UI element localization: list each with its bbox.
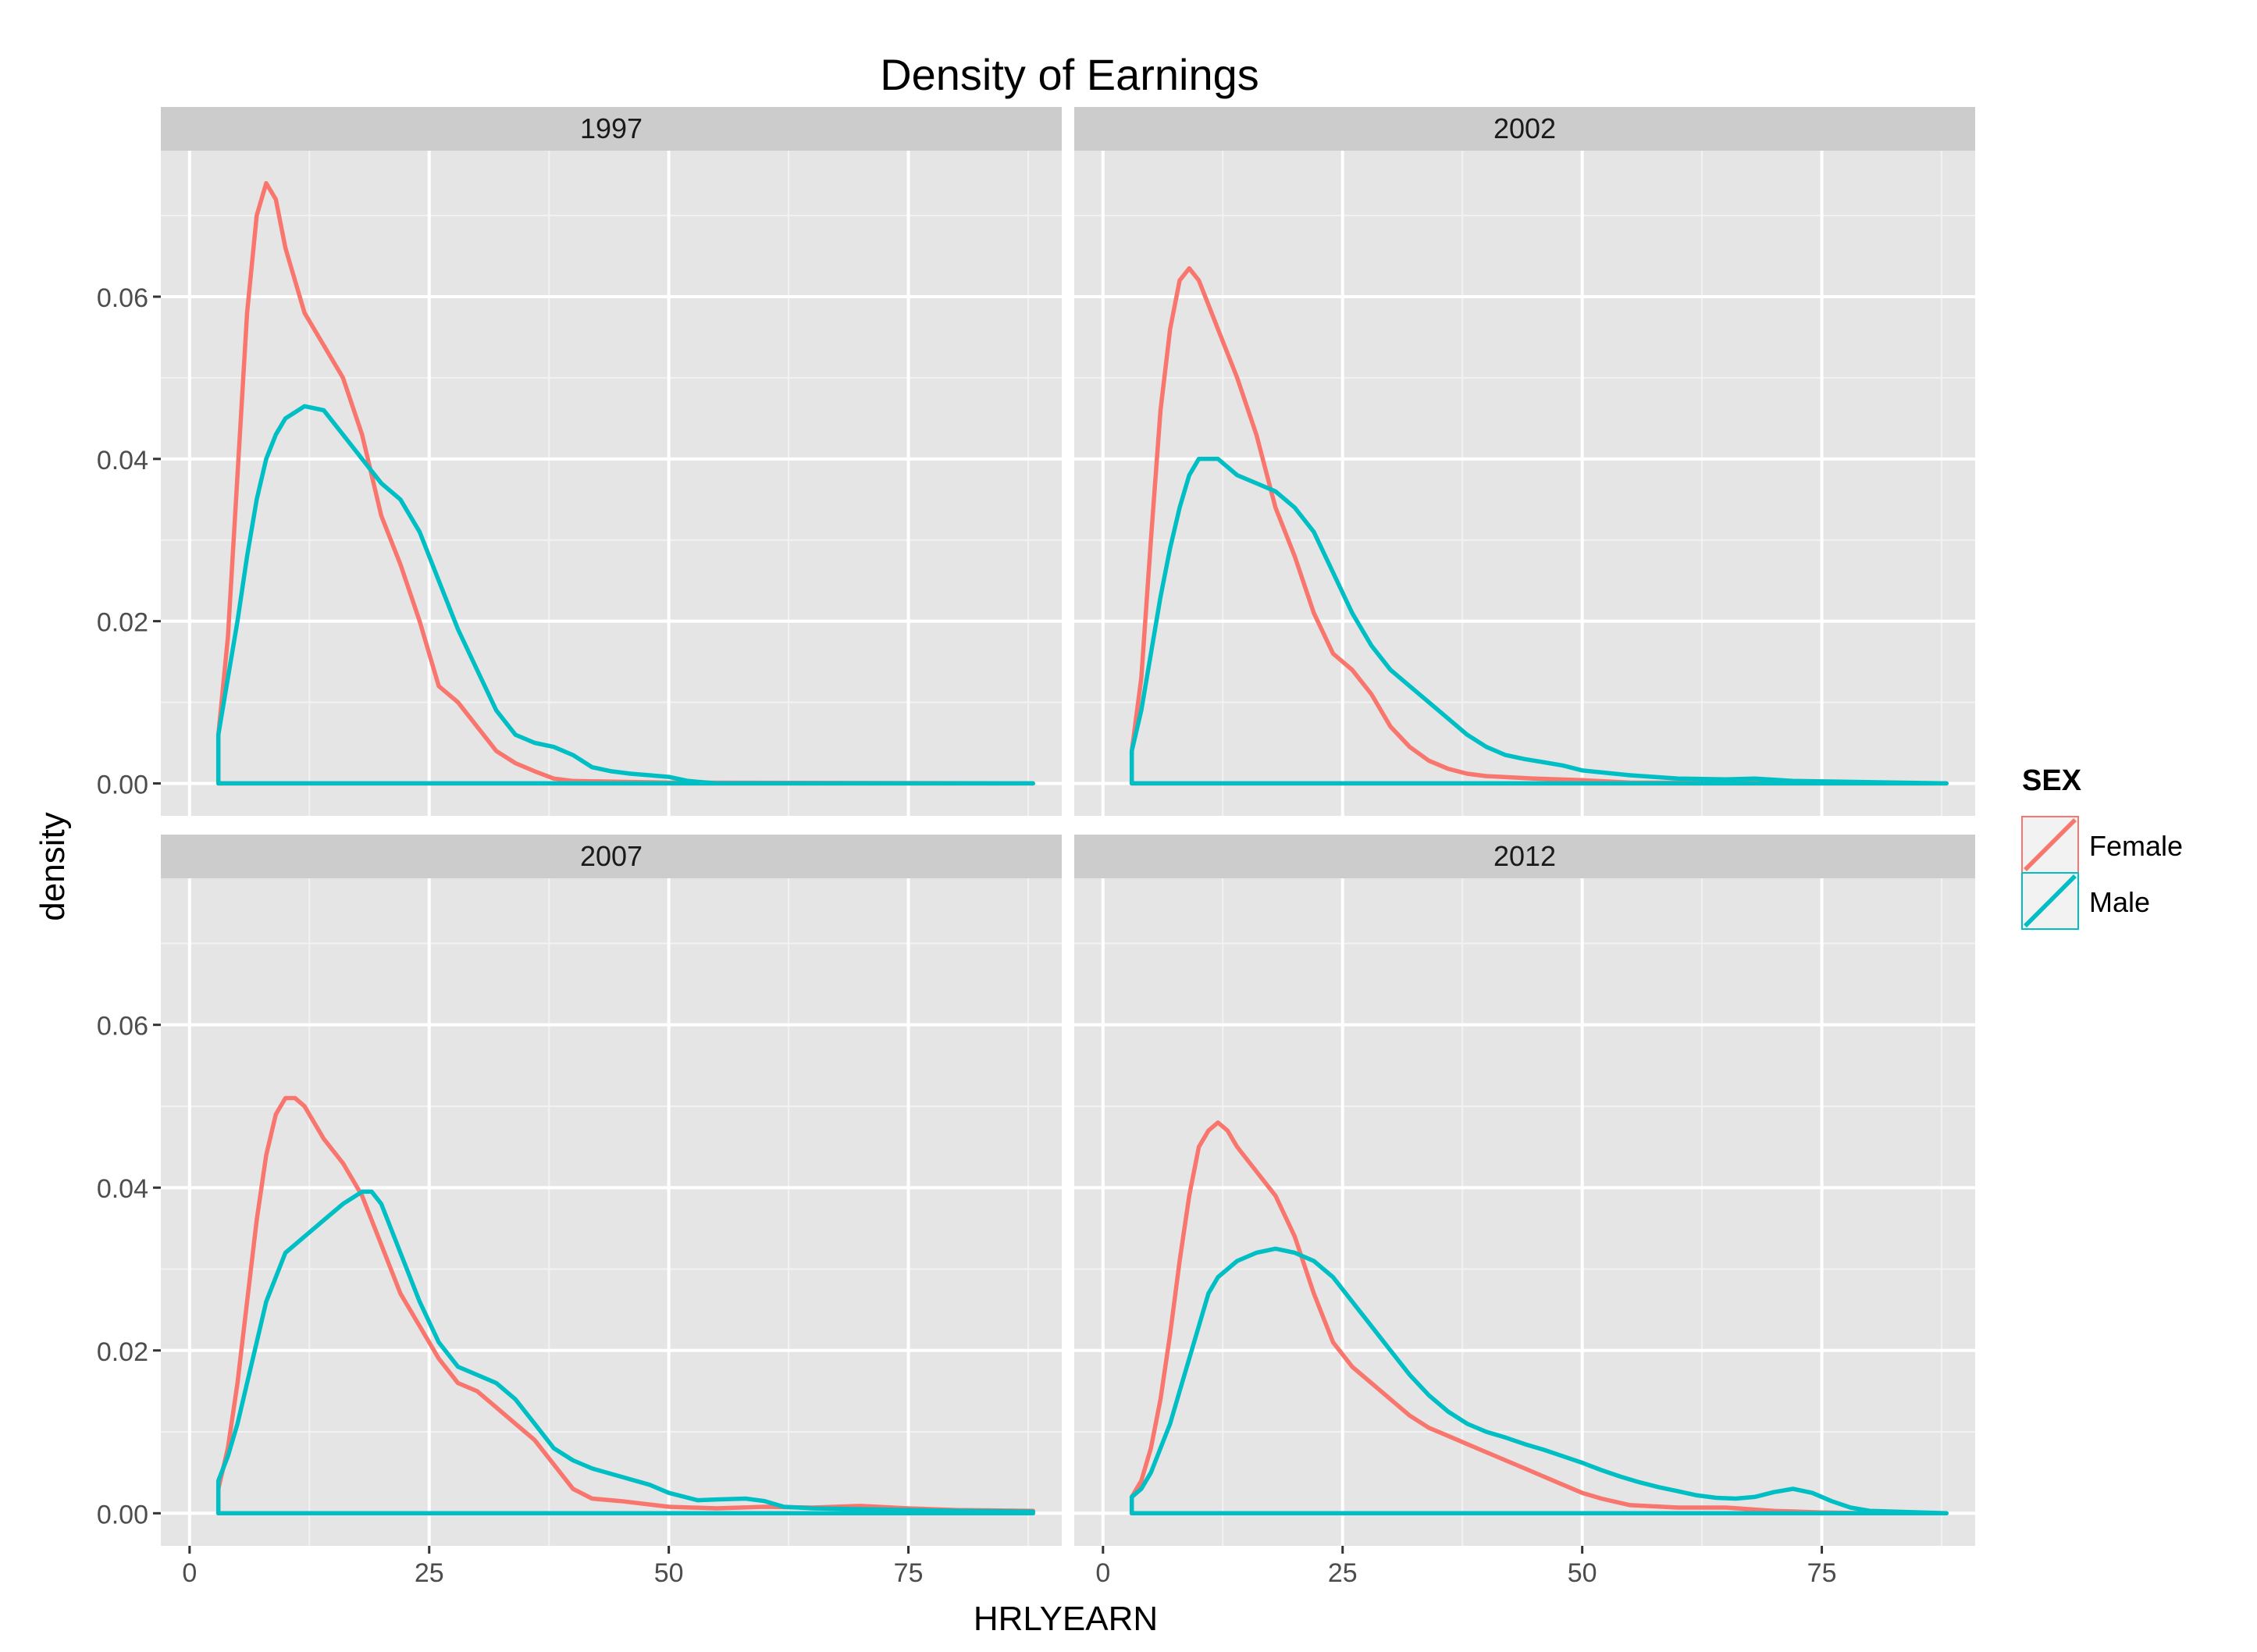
x-tick-label: 75 [1807,1558,1837,1588]
density-line-male [1129,457,1949,786]
legend-key-line [2024,874,2077,927]
legend-title: SEX [2022,764,2082,797]
y-tick-label: 0.04 [97,1174,148,1204]
panel-background [161,151,1062,816]
density-line-male [215,1189,1035,1516]
chart-title: Density of Earnings [880,50,1259,99]
facet-strip-label: 2002 [1493,112,1556,144]
density-line-female [1129,1120,1949,1516]
y-tick-label: 0.04 [97,446,148,475]
x-tick-label: 75 [894,1558,924,1588]
facet-strip [1074,107,1975,151]
facet-strip-label: 1997 [580,112,643,144]
facet-strip [1074,835,1975,878]
facet-strip-label: 2012 [1493,840,1556,872]
legend-key-line [2024,818,2077,871]
x-axes: 0 25 50 75 0 25 50 75 [182,1546,1836,1588]
y-tick-label: 0.02 [97,1337,148,1367]
x-tick-label: 25 [415,1558,444,1588]
panel-2012: 2012 [1074,835,1975,1546]
y-tick-label: 0.02 [97,608,148,638]
y-tick-label: 0.00 [97,1500,148,1529]
panel-1997: 1997 [161,107,1062,816]
panel-background [1074,151,1975,816]
density-line-female [215,180,1035,786]
x-axis-label: HRLYEARN [974,1600,1158,1638]
legend-label-female: Female [2089,830,2183,862]
facet-strip [161,107,1062,151]
density-line-male [1129,1246,1949,1516]
x-tick-label: 0 [1095,1558,1110,1588]
y-tick-label: 0.00 [97,770,148,799]
x-tick-label: 25 [1328,1558,1358,1588]
facet-strip-label: 2007 [580,840,643,872]
y-tick-label: 0.06 [97,283,148,313]
y-axis-label: density [34,812,72,920]
density-line-male [215,404,1035,786]
panel-2007: 2007 [161,835,1062,1546]
panel-background [161,878,1062,1546]
panel-background [1074,878,1975,1546]
x-tick-label: 0 [182,1558,197,1588]
y-tick-label: 0.06 [97,1012,148,1041]
legend: SEX Female Male [2021,764,2183,930]
legend-label-male: Male [2089,886,2150,918]
facet-panels: 1997 2002 2007 2012 [161,107,1975,1546]
density-line-female [1129,265,1949,786]
x-tick-label: 50 [1568,1558,1597,1588]
x-tick-label: 50 [654,1558,684,1588]
panel-2002: 2002 [1074,107,1975,816]
y-axes: 0.00 0.02 0.04 0.06 0.00 0.02 0.04 0.06 [97,283,161,1529]
facet-strip [161,835,1062,878]
